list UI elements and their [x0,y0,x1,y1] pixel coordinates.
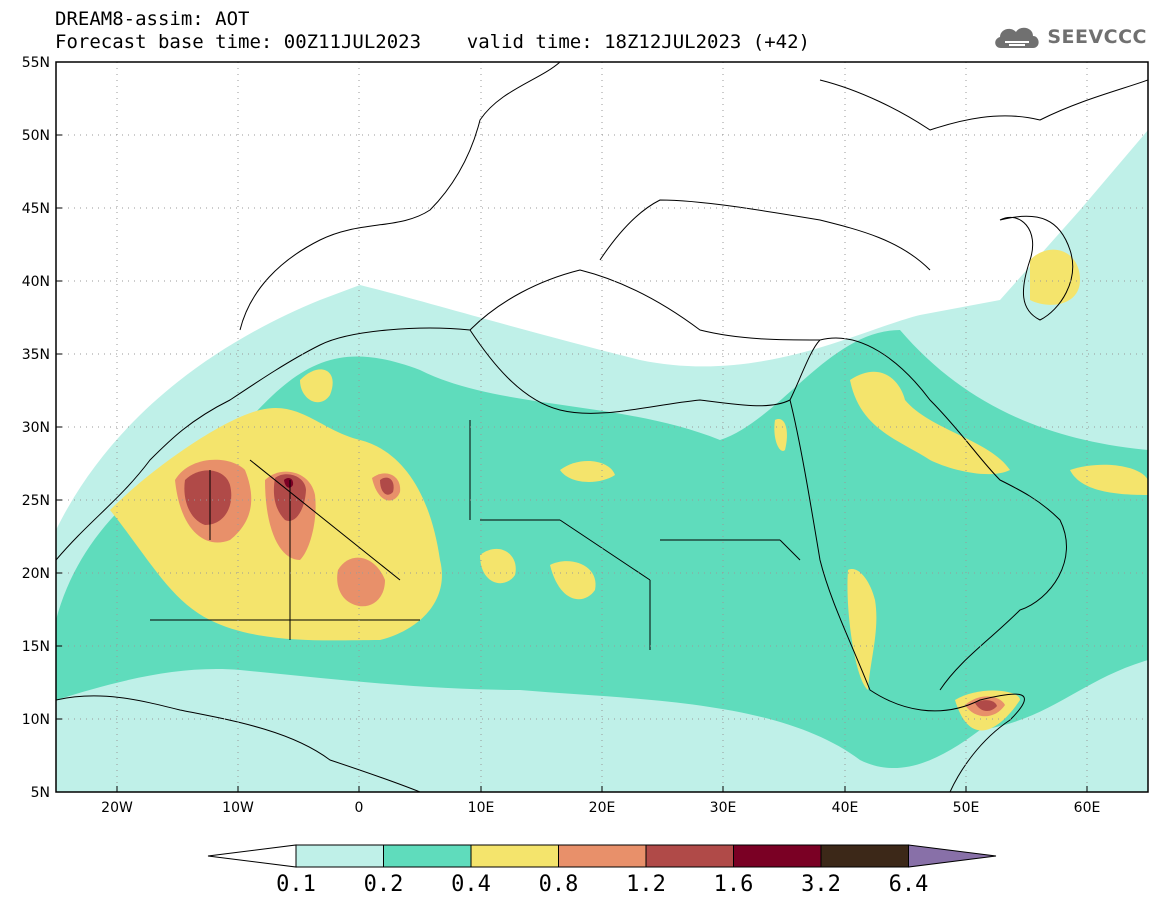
lon-label: 0 [355,800,364,816]
aot-field [56,130,1148,792]
logo-text: SEEVCCC [1047,26,1147,48]
aot-level-1.6 [284,477,294,488]
gridlines [56,62,1148,792]
lon-label: 50E [953,800,980,816]
colorbar-box [470,844,559,868]
aot-level-1.2 [184,470,232,525]
tick-marks [56,61,1088,793]
lat-label: 25N [22,493,50,509]
colorbar-box [558,844,647,868]
lon-label: 20E [589,800,616,816]
lat-label: 40N [22,274,50,290]
colorbar-under-arrow [207,844,297,868]
lon-label: 40E [832,800,859,816]
colorbar-label: 6.4 [889,872,929,897]
lat-label: 35N [22,347,50,363]
seevccc-logo: SEEVCCC [991,22,1147,52]
lat-label: 55N [22,55,50,71]
lat-label: 30N [22,420,50,436]
colorbar-box [295,844,384,868]
colorbar-label: 1.6 [714,872,754,897]
map-title: DREAM8-assim: AOT [55,8,250,30]
lon-label: 20W [101,800,133,816]
lat-label: 15N [22,639,50,655]
colorbar [207,844,997,868]
cloud-icon [995,27,1039,48]
lat-label: 20N [22,566,50,582]
colorbar-label: 0.2 [364,872,404,897]
lon-label: 30E [710,800,737,816]
lon-label: 10E [468,800,495,816]
colorbar-label: 0.4 [451,872,491,897]
colorbar-labels: 0.1 0.2 0.4 0.8 1.2 1.6 3.2 6.4 [276,872,928,897]
colorbar-label: 1.2 [626,872,666,897]
colorbar-box [645,844,734,868]
colorbar-box [820,844,909,868]
lat-label: 45N [22,201,50,217]
colorbar-label: 3.2 [801,872,841,897]
lat-label: 50N [22,128,50,144]
colorbar-label: 0.1 [276,872,316,897]
latitude-labels: 55N 50N 45N 40N 35N 30N 25N 20N 15N 10N … [22,55,50,801]
lat-label: 10N [22,712,50,728]
colorbar-box [733,844,822,868]
forecast-time-subtitle: Forecast base time: 00Z11JUL2023 valid t… [55,31,810,53]
colorbar-box [383,844,472,868]
colorbar-over-arrow [908,844,997,868]
colorbar-label: 0.8 [539,872,579,897]
longitude-labels: 20W 10W 0 10E 20E 30E 40E 50E 60E [101,800,1100,816]
lat-label: 5N [31,785,50,801]
lon-label: 60E [1074,800,1101,816]
lon-label: 10W [222,800,254,816]
coastlines [56,62,1148,792]
